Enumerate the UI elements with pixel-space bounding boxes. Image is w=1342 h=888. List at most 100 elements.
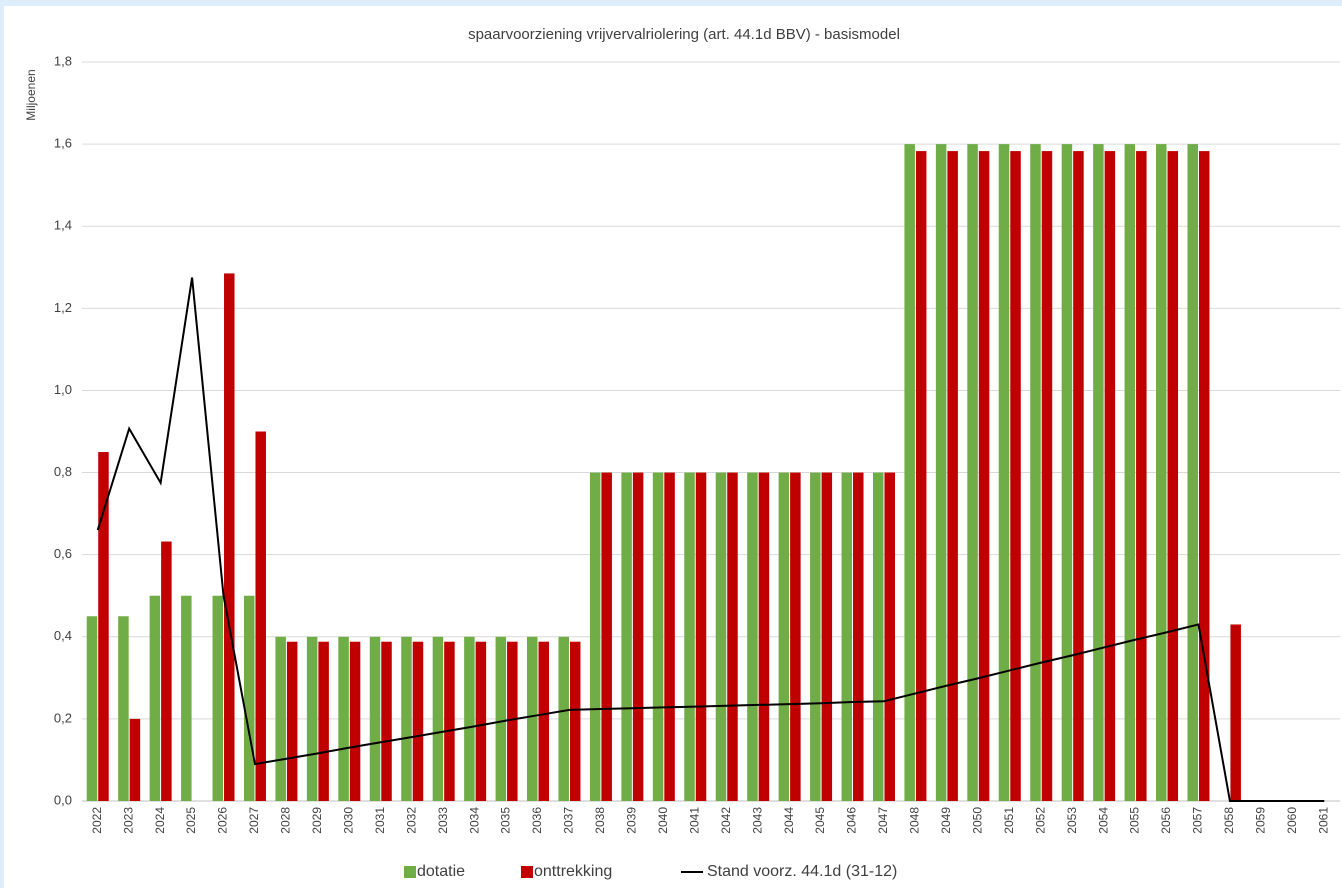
x-tick-label: 2040 <box>656 807 670 834</box>
x-tick-label: 2036 <box>530 807 544 834</box>
x-tick-label: 2023 <box>121 807 135 834</box>
x-tick-label: 2028 <box>279 807 293 834</box>
bar <box>412 641 424 801</box>
x-tick-label: 2055 <box>1128 807 1142 834</box>
bar <box>118 616 129 801</box>
bar <box>243 595 255 801</box>
y-tick-label: 0,8 <box>54 464 72 479</box>
x-tick-label: 2049 <box>939 807 953 834</box>
bar <box>495 636 507 801</box>
y-tick-label: 0,2 <box>54 710 72 725</box>
x-tick-label: 2061 <box>1316 807 1330 834</box>
x-tick-label: 2060 <box>1285 807 1299 834</box>
bar <box>884 472 895 801</box>
y-tick-label: 1,4 <box>54 218 72 233</box>
legend-label: dotatie <box>417 863 465 880</box>
bar <box>1073 151 1084 801</box>
x-tick-label: 2054 <box>1096 807 1110 834</box>
y-tick-label: 1,8 <box>54 53 72 68</box>
y-tick-label: 0,6 <box>54 546 72 561</box>
bar <box>790 472 801 801</box>
bar <box>338 636 349 801</box>
bar <box>1030 144 1041 802</box>
bar <box>86 616 98 801</box>
x-tick-label: 2050 <box>970 807 984 834</box>
bar <box>1010 151 1021 801</box>
bar <box>821 472 833 801</box>
bar <box>306 636 318 801</box>
bar <box>978 151 990 801</box>
bar <box>432 636 444 801</box>
y-tick-label: 1,2 <box>54 300 72 315</box>
bar <box>853 472 864 801</box>
bar <box>369 636 381 801</box>
bar <box>444 641 455 801</box>
bar <box>1156 144 1167 802</box>
x-tick-label: 2059 <box>1254 807 1268 834</box>
x-tick-label: 2032 <box>404 807 418 834</box>
x-tick-label: 2034 <box>467 807 481 834</box>
x-tick-label: 2024 <box>153 807 167 834</box>
bar <box>507 641 518 801</box>
x-tick-label: 2052 <box>1033 807 1047 834</box>
bar <box>318 641 329 801</box>
y-tick-label: 0,0 <box>54 792 72 807</box>
bar <box>538 641 550 801</box>
x-tick-label: 2043 <box>750 807 764 834</box>
legend-swatch <box>521 866 533 878</box>
bar <box>1167 151 1179 801</box>
bar <box>1104 151 1116 801</box>
x-tick-label: 2037 <box>562 807 576 834</box>
x-tick-label: 2031 <box>373 807 387 834</box>
x-tick-label: 2051 <box>1002 807 1016 834</box>
bar <box>349 641 361 801</box>
x-tick-label: 2053 <box>1065 807 1079 834</box>
line <box>96 277 1325 802</box>
x-tick-label: 2038 <box>593 807 607 834</box>
x-tick-label: 2026 <box>216 807 230 834</box>
bar <box>904 144 915 802</box>
bar <box>161 541 172 801</box>
bar <box>935 144 947 802</box>
chart-title: spaarvoorziening vrijvervalriolering (ar… <box>468 26 900 43</box>
x-tick-label: 2045 <box>813 807 827 834</box>
x-tick-label: 2030 <box>341 807 355 834</box>
bar <box>181 595 192 801</box>
x-tick-label: 2042 <box>719 807 733 834</box>
bar <box>212 595 224 801</box>
bar <box>664 472 675 801</box>
x-tick-label: 2047 <box>876 807 890 834</box>
bar <box>684 472 695 801</box>
y-tick-label: 1,6 <box>54 136 72 151</box>
y-tick-label: 0,4 <box>54 628 72 643</box>
bar <box>652 472 664 801</box>
y-axis-label: Miljoenen <box>24 69 38 120</box>
bar <box>381 641 392 801</box>
bar <box>149 595 161 801</box>
x-tick-label: 2033 <box>436 807 450 834</box>
bar <box>601 472 612 801</box>
bar <box>1124 144 1136 802</box>
bar <box>967 144 978 802</box>
bar <box>947 151 958 801</box>
bar <box>464 636 475 801</box>
bar <box>1187 144 1198 802</box>
bar <box>621 472 632 801</box>
x-tick-label: 2022 <box>90 807 104 834</box>
bar <box>998 144 1010 802</box>
bar <box>1136 151 1147 801</box>
bar <box>224 273 235 801</box>
y-tick-label: 1,0 <box>54 382 72 397</box>
bar <box>286 641 298 801</box>
bar <box>475 641 487 801</box>
x-tick-label: 2056 <box>1159 807 1173 834</box>
bar <box>558 636 569 801</box>
bar <box>1198 151 1210 801</box>
bar <box>727 472 738 801</box>
bar <box>758 472 770 801</box>
bar <box>841 472 853 801</box>
x-tick-label: 2048 <box>908 807 922 834</box>
bar <box>569 641 581 801</box>
bar <box>1041 151 1053 801</box>
